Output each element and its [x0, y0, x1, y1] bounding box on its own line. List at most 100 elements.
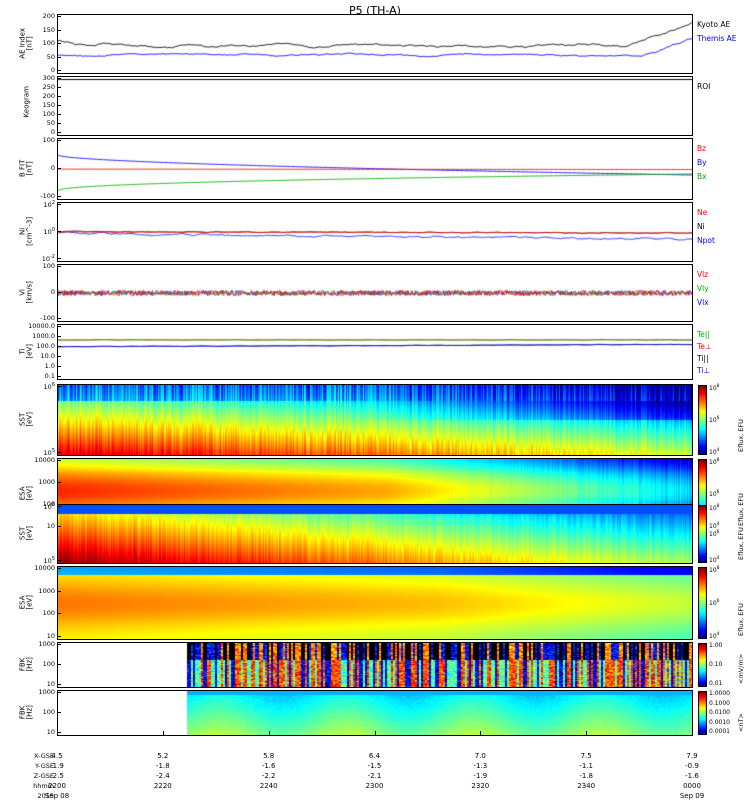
xtick-hhmm-0: 2200 [48, 782, 66, 790]
ytick-esa_e: 1000 [38, 478, 55, 486]
xtick-Y-GSE-2: -1.6 [261, 762, 276, 770]
legend-bfit-0: Bz [697, 144, 707, 153]
xtick-X-GSE-0: 4.5 [51, 752, 63, 760]
xtick-hhmm-6: 0000 [683, 782, 701, 790]
cbar-tick-esa_i: 104 [709, 632, 720, 640]
ytick-keogram: 250 [42, 83, 55, 91]
cbar-tick-esa_e: 108 [709, 458, 720, 466]
ytick-mark [57, 70, 61, 71]
legend-vi-0: Vlz [697, 270, 709, 279]
ytick-mark [57, 560, 61, 561]
cbar-title-esa_i: Eflux, EFU [737, 603, 745, 636]
cbar-tick-esa_e: 104 [709, 522, 720, 530]
ytick-fbk_e: 100 [42, 660, 55, 668]
xtick-Z-GSE-2: -2.2 [261, 772, 276, 780]
xtick-mark [692, 731, 693, 736]
ytick-mark [57, 346, 61, 347]
ytick-mark [57, 78, 61, 79]
ytick-mark [57, 636, 61, 637]
xtick-Z-GSE-4: -1.9 [473, 772, 488, 780]
cbar-title-fbk_e: <mV/m> [737, 653, 745, 684]
ytick-ti: 1000.0 [32, 332, 55, 340]
legend-ti-0: Te|| [697, 330, 710, 339]
xtick-X-GSE-6: 7.9 [686, 752, 698, 760]
plot-sst_e [58, 385, 692, 455]
xaxis-rowlabel-Y-GSE: Y-GSE [34, 762, 54, 770]
ytick-mark [57, 96, 61, 97]
ytick-ti: 10000.0 [28, 322, 55, 330]
xtick-mark [375, 731, 376, 736]
ytick-ti: 0.1 [44, 372, 55, 380]
plot-ni [58, 203, 692, 261]
ytick-fbk_b: 1000 [38, 688, 55, 696]
ytick-mark [57, 460, 61, 461]
cbar-tick-esa_i: 106 [709, 599, 720, 607]
ytick-esa_i: 10 [46, 632, 55, 640]
ytick-keogram: 50 [46, 119, 55, 127]
ytick-mark [57, 452, 61, 453]
plot-vi [58, 265, 692, 321]
ytick-mark [57, 526, 61, 527]
cbar-tick-sst_i: 106 [709, 530, 720, 538]
cbar-tick-fbk_e: 1.00 [709, 642, 723, 649]
ytick-mark [57, 266, 61, 267]
colorbar-esa_i [698, 567, 707, 639]
ytick-esa_e: 10000 [34, 456, 55, 464]
ytick-mark [57, 258, 61, 259]
xtick-mark [480, 731, 481, 736]
cbar-tick-esa_i: 108 [709, 566, 720, 574]
ytick-mark [57, 591, 61, 592]
ytick-fbk_e: 10 [46, 680, 55, 688]
xtick-mark [586, 731, 587, 736]
ytick-ae: 50 [46, 52, 55, 61]
ytick-mark [57, 712, 61, 713]
cbar-tick-sst_e: 108 [709, 384, 720, 392]
legend-keogram-0: ROI [697, 82, 711, 91]
xtick-X-GSE-2: 5.8 [263, 752, 275, 760]
xtick-date-6: Sep 09 [679, 792, 705, 800]
ytick-esa_i: 1000 [38, 586, 55, 595]
ytick-mark [57, 318, 61, 319]
xaxis-rowlabel-Z-GSE: Z-GSE [33, 772, 54, 780]
legend-ae-0: Kyoto AE [697, 20, 731, 29]
ytick-mark [57, 231, 61, 232]
ytick-mark [57, 386, 61, 387]
ytick-mark [57, 644, 61, 645]
ytick-fbk_e: 1000 [38, 640, 55, 648]
legend-vi-1: Vly [697, 284, 709, 293]
plot-bfit [58, 139, 692, 199]
cbar-tick-fbk_e: 0.01 [709, 680, 723, 687]
ytick-ae: 0 [50, 66, 55, 74]
xtick-hhmm-5: 2340 [577, 782, 596, 790]
xtick-mark [269, 731, 270, 736]
cbar-tick-fbk_b: 0.0100 [709, 709, 730, 716]
xtick-Z-GSE-6: -1.6 [685, 772, 699, 780]
legend-ti-2: Ti|| [697, 354, 709, 363]
legend-ti-3: Ti⊥ [697, 366, 710, 375]
cbar-title-sst_i: Eflux, EFU [737, 527, 745, 560]
ytick-mark [57, 376, 61, 377]
legend-ti-1: Te⊥ [697, 342, 712, 351]
ytick-mark [57, 16, 61, 17]
cbar-tick-sst_i: 108 [709, 504, 720, 512]
xtick-Z-GSE-3: -2.1 [367, 772, 382, 780]
ytick-ae: 150 [42, 25, 55, 34]
ytick-fbk_b: 100 [42, 708, 55, 716]
ytick-mark [57, 684, 61, 685]
colorbar-fbk_e [698, 643, 707, 687]
xtick-X-GSE-1: 5.2 [157, 752, 169, 760]
ytick-mark [57, 613, 61, 614]
legend-bfit-2: Bx [697, 172, 707, 181]
legend-ni-0: Ne [697, 208, 708, 217]
ytick-vi: -100 [40, 314, 55, 322]
cbar-title-sst_e: Eflux, EFU [737, 419, 745, 452]
ytick-mark [57, 326, 61, 327]
ytick-mark [57, 140, 61, 141]
xaxis-rowlabel-hhmm: hhmm [33, 782, 54, 790]
ylabel-sst_e: SST [eV] [18, 412, 34, 427]
ytick-keogram: 0 [50, 128, 55, 136]
xtick-Z-GSE-5: -1.8 [579, 772, 593, 780]
ytick-mark [57, 482, 61, 483]
ytick-vi: 0 [50, 288, 55, 296]
legend-bfit-1: By [697, 158, 707, 167]
